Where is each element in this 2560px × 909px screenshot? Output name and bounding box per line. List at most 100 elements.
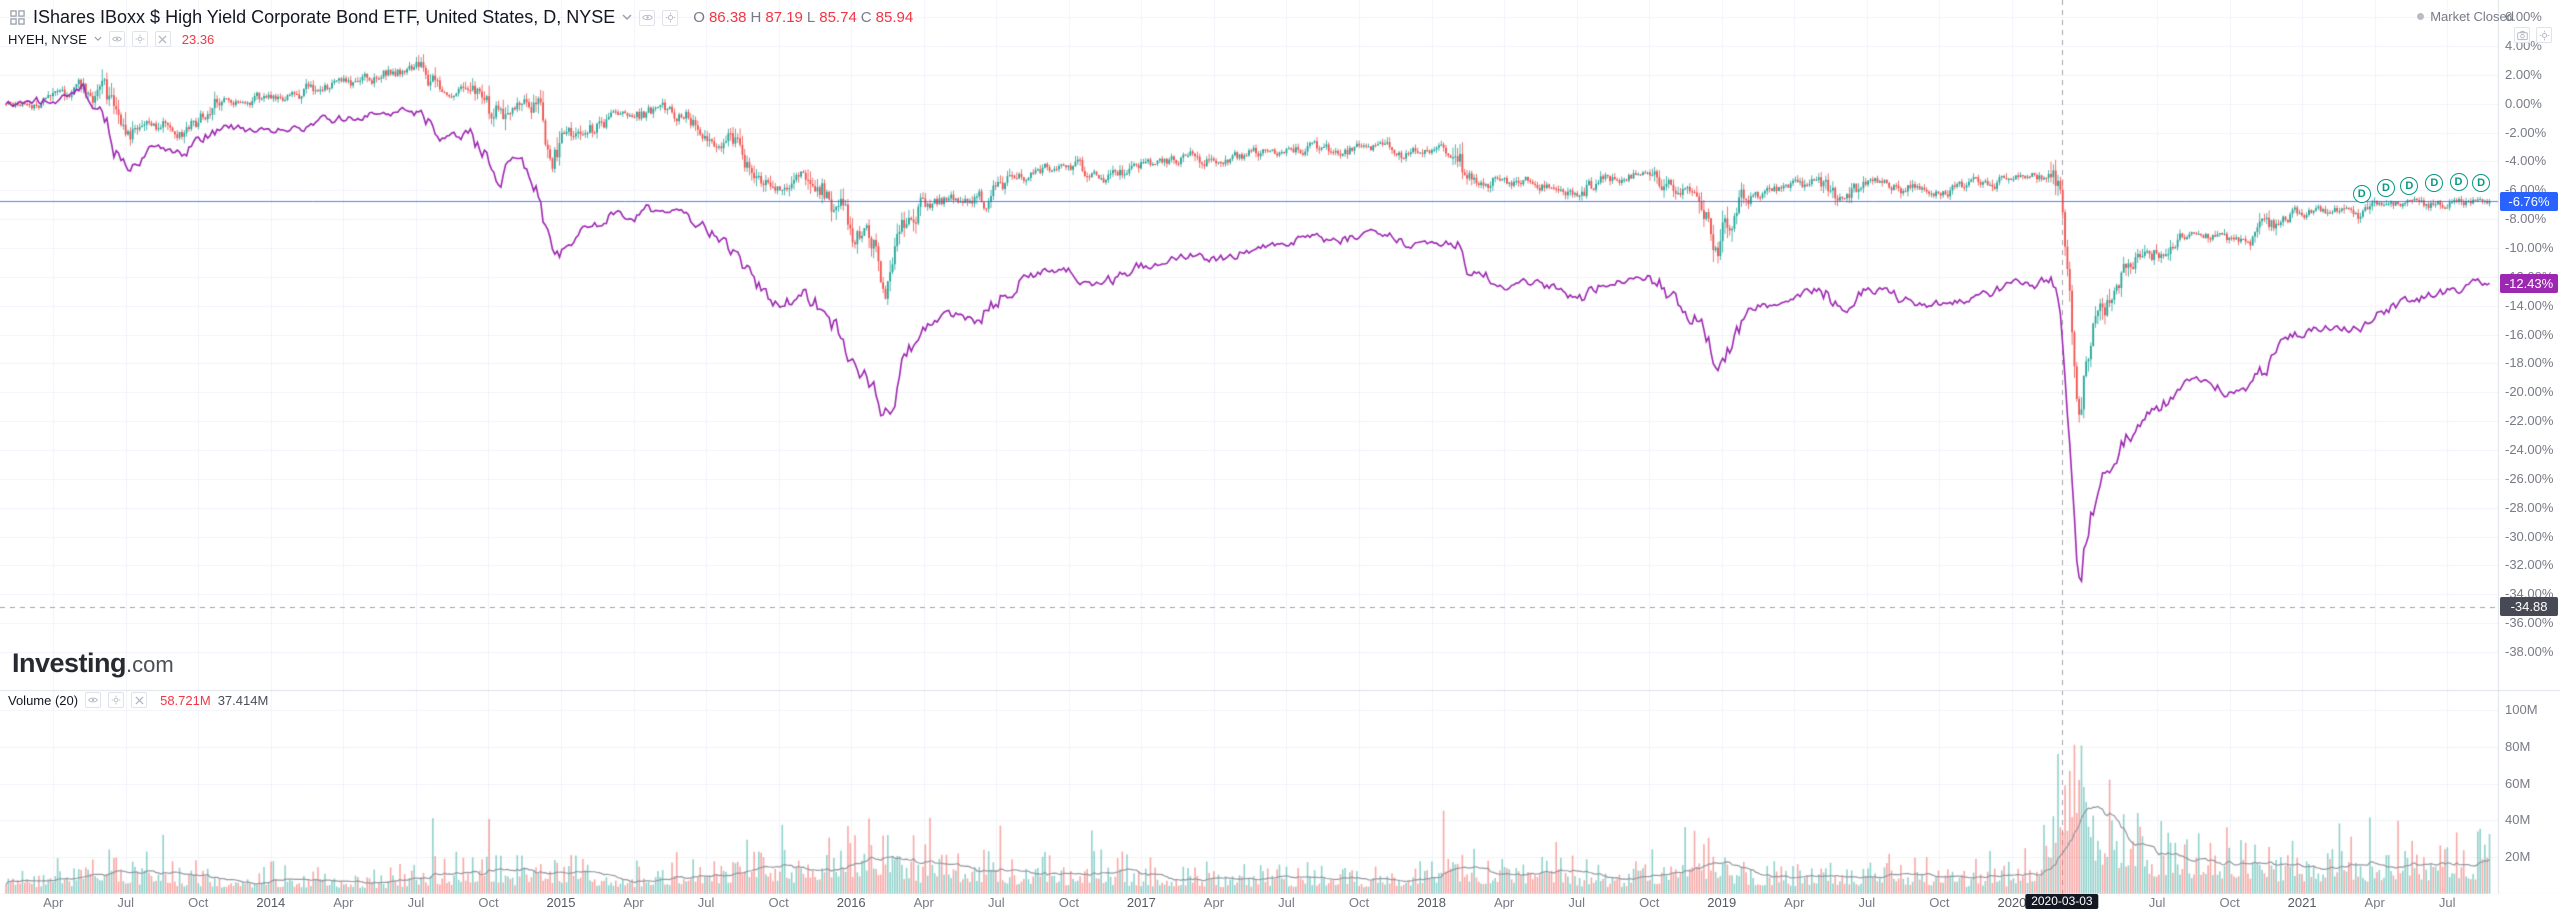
hide-series-icon[interactable] [639, 9, 656, 26]
price-tick-label: -20.00% [2505, 384, 2554, 400]
volume-legend: Volume (20) 58.721M 37.414M [8, 692, 268, 708]
volume-legend-label[interactable]: Volume (20) [8, 692, 79, 708]
price-tick-label: 0.00% [2505, 95, 2542, 111]
high-label: H [750, 9, 762, 26]
price-tick-label: -8.00% [2505, 211, 2547, 227]
time-tick-label: Oct [1639, 895, 1660, 909]
dividend-marker[interactable]: D [2449, 173, 2468, 192]
market-status: Market Closed [2417, 9, 2514, 24]
time-tick-label: Jul [987, 895, 1005, 909]
time-tick-label: Oct [1348, 895, 1370, 909]
chevron-down-icon[interactable] [622, 14, 632, 21]
dividend-marker[interactable]: D [2352, 185, 2371, 204]
time-tick-label: Oct [478, 895, 499, 909]
compare-hide-series-icon[interactable] [108, 31, 125, 47]
dividend-marker[interactable]: D [2376, 179, 2395, 198]
price-tick-label: -30.00% [2505, 528, 2554, 544]
time-tick-label: Oct [1929, 895, 1950, 909]
high-value: 87.19 [765, 9, 803, 26]
watermark-tld: .com [126, 652, 174, 677]
dividend-marker[interactable]: D [2472, 174, 2491, 193]
time-tick-label: Jul [2148, 895, 2166, 909]
compare-settings-icon[interactable] [131, 31, 148, 47]
time-tick-label: Jul [697, 895, 715, 909]
volume-ma-value: 37.414M [217, 692, 269, 708]
price-tick-label: 2.00% [2505, 66, 2542, 82]
time-tick-label: 2015 [546, 895, 576, 909]
grid-icon[interactable] [8, 9, 26, 27]
volume-tick-label: 20M [2505, 849, 2531, 864]
price-tick-label: -26.00% [2505, 470, 2554, 486]
price-tick-label: -4.00% [2505, 153, 2547, 169]
ohlc-values: O 86.38 H 87.19 L 85.74 C 85.94 [693, 9, 913, 26]
time-tick-label: Jul [1278, 895, 1295, 909]
time-tick-label: Apr [1784, 895, 1805, 909]
time-tick-label: Oct [188, 895, 209, 909]
compare-chevron-down-icon[interactable] [94, 36, 102, 42]
price-tick-label: -22.00% [2505, 413, 2554, 429]
time-tick-label: 2018 [1417, 895, 1447, 909]
volume-hide-icon[interactable] [85, 692, 102, 708]
price-tick-label: -28.00% [2505, 499, 2554, 515]
close-value: 85.94 [875, 9, 914, 26]
close-label: C [860, 9, 872, 26]
price-tick-label: -18.00% [2505, 355, 2554, 371]
time-tick-label: Apr [2364, 895, 2385, 909]
investing-watermark: Investing .com [12, 648, 174, 679]
compare-remove-icon[interactable] [154, 31, 171, 47]
low-value: 85.74 [819, 9, 857, 26]
price-tick-label: -16.00% [2505, 326, 2554, 342]
time-tick-label: Apr [333, 895, 354, 909]
price-tick-label: -10.00% [2505, 240, 2554, 255]
time-tick-label: 2014 [256, 895, 286, 909]
time-tick-label: Oct [2219, 895, 2240, 909]
time-tick-label: Jul [117, 895, 135, 909]
volume-settings-icon[interactable] [108, 692, 125, 708]
camera-icon[interactable] [2514, 27, 2530, 43]
price-tick-label: -36.00% [2505, 615, 2554, 631]
price-tick-label: -2.00% [2505, 124, 2547, 140]
series-settings-icon[interactable] [662, 9, 679, 26]
volume-tick-label: 60M [2505, 775, 2531, 791]
time-tick-label: Apr [913, 895, 934, 909]
volume-tick-label: 40M [2505, 812, 2531, 828]
time-tick-label: 2017 [1126, 895, 1156, 909]
symbol-title[interactable]: IShares IBoxx $ High Yield Corporate Bon… [33, 7, 616, 27]
time-tick-label: Apr [43, 895, 64, 909]
market-status-dot-icon [2417, 13, 2425, 20]
settings-icon[interactable] [2536, 27, 2552, 43]
time-tick-label: Jul [1858, 895, 1876, 909]
volume-tick-label: 80M [2505, 738, 2531, 754]
compare-last-value: 23.36 [181, 31, 215, 47]
price-tick-label: 6.00% [2505, 9, 2542, 25]
volume-remove-icon[interactable] [131, 692, 148, 708]
price-tick-label: -24.00% [2505, 442, 2554, 457]
price-axis[interactable]: 6.00% 4.00% 2.00% 0.00% -2.00% -4.00% -6.00% -8… [2498, 0, 2560, 909]
time-tick-label: Apr [1493, 895, 1515, 909]
price-tick-label: -14.00% [2505, 297, 2554, 313]
time-tick-label: Jul [407, 895, 425, 909]
compare-price-label: -12.43% [2500, 273, 2558, 293]
current-price-label: -6.76% [2500, 191, 2558, 211]
time-tick-label: Apr [1203, 895, 1225, 909]
watermark-brand: Investing [12, 648, 127, 678]
time-tick-label: Jul [2438, 895, 2456, 909]
time-axis[interactable]: Apr Jul Oct 2014 Apr Jul Oct 2015 Apr Jul Oct 2016 A… [0, 894, 2560, 909]
vline-date-badge: 2020-03-03 [2025, 894, 2099, 909]
time-tick-label: Oct [768, 895, 789, 909]
volume-current-value: 58.721M [160, 692, 211, 708]
compare-symbol-title[interactable]: HYEH, NYSE [8, 31, 87, 47]
pane-divider[interactable] [0, 687, 2560, 693]
price-tick-label: -38.00% [2505, 644, 2554, 659]
market-status-label: Market Closed [2430, 9, 2514, 24]
corner-toolbar [2514, 27, 2552, 43]
price-tick-label: -32.00% [2505, 557, 2554, 573]
hline-price-label: -34.88 [2500, 597, 2558, 617]
time-tick-label: 2019 [1707, 895, 1737, 909]
dividend-marker[interactable]: D [2400, 177, 2419, 196]
open-label: O [693, 9, 705, 26]
dividend-marker[interactable]: D [2425, 174, 2444, 193]
time-tick-label: 2020 [1997, 895, 2027, 909]
time-tick-label: 2016 [836, 895, 866, 909]
